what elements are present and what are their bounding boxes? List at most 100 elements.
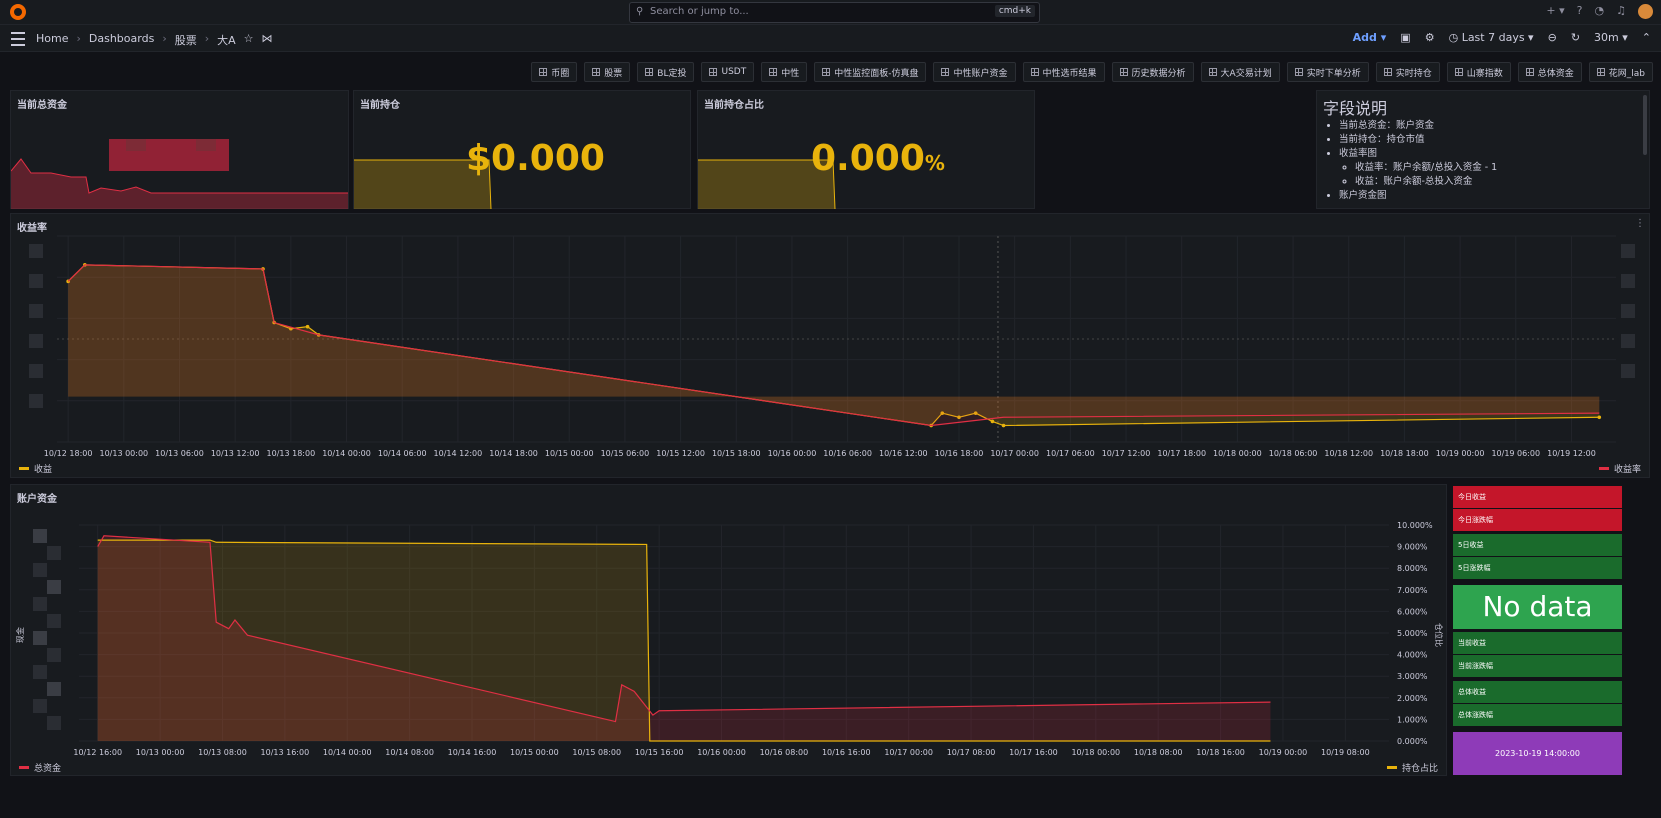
y-tick-label: 4.000% bbox=[1397, 651, 1428, 660]
x-tick-label: 10/13 00:00 bbox=[99, 449, 148, 458]
top-icons: + ▾ ? ◔ ♫ bbox=[1546, 4, 1653, 19]
data-point bbox=[1001, 423, 1006, 428]
x-tick-label: 10/13 12:00 bbox=[211, 449, 260, 458]
dashboard-link[interactable]: 中性 bbox=[761, 62, 808, 82]
dashboard-link[interactable]: 花网_lab bbox=[1588, 62, 1653, 82]
search-placeholder: Search or jump to... bbox=[650, 6, 749, 17]
scrollbar[interactable] bbox=[1643, 95, 1647, 155]
data-point bbox=[940, 411, 945, 415]
dashboard-grid-icon bbox=[645, 68, 654, 76]
plus-icon[interactable]: + ▾ bbox=[1546, 4, 1565, 17]
dashboard-link[interactable]: 大A交易计划 bbox=[1200, 62, 1280, 82]
sparkline-area bbox=[698, 160, 835, 209]
dashboard-nav: Home › Dashboards › 股票 › 大A ☆ ⋈ Add ▾ ▣ ⚙ ◷… bbox=[0, 25, 1661, 52]
help-icon[interactable]: ? bbox=[1576, 4, 1583, 17]
grafana-logo-icon[interactable] bbox=[10, 4, 26, 20]
menu-icon[interactable] bbox=[11, 32, 25, 46]
position-value: $0.000 bbox=[466, 138, 605, 179]
x-tick-label: 10/12 18:00 bbox=[44, 449, 93, 458]
dashboard-link[interactable]: BL定投 bbox=[637, 62, 695, 82]
description-title: 字段说明 bbox=[1323, 99, 1388, 118]
dashboard-link[interactable]: 币圈 bbox=[531, 62, 578, 82]
redacted-block bbox=[1621, 304, 1635, 318]
current-return-tile: 当前收益 bbox=[1453, 632, 1622, 654]
redacted-block bbox=[47, 614, 61, 628]
collapse-icon[interactable]: ⌃ bbox=[1641, 31, 1651, 44]
breadcrumb-folder[interactable]: 股票 bbox=[174, 34, 197, 47]
x-tick-label: 10/13 16:00 bbox=[261, 748, 310, 757]
zoom-out-icon[interactable]: ⊖ bbox=[1547, 31, 1557, 44]
dashboard-link[interactable]: 实时下单分析 bbox=[1286, 62, 1369, 82]
breadcrumb: Home › Dashboards › 股票 › 大A ☆ ⋈ bbox=[36, 32, 273, 47]
dashboard-grid-icon bbox=[941, 68, 950, 76]
dashboard-link[interactable]: 山寨指数 bbox=[1446, 62, 1511, 82]
dashboard-link[interactable]: 实时持仓 bbox=[1375, 62, 1440, 82]
dashboard-link[interactable]: 股票 bbox=[584, 62, 631, 82]
star-icon[interactable]: ☆ bbox=[243, 32, 254, 45]
redacted-block bbox=[47, 716, 61, 730]
x-tick-label: 10/16 06:00 bbox=[823, 449, 872, 458]
save-icon[interactable]: ▣ bbox=[1400, 31, 1411, 44]
dashboard-link-label: 历史数据分析 bbox=[1131, 68, 1186, 79]
search-input[interactable]: ⚲ Search or jump to... cmd+k bbox=[629, 2, 1040, 23]
x-tick-label: 10/14 16:00 bbox=[448, 748, 497, 757]
dashboard-links: 币圈 股票 BL定投 USDT 中性 中性监控面板-仿真盘 中性账户资金 中性选币结果 历史数据… bbox=[531, 62, 1653, 82]
five-day-return-tile: 5日收益 bbox=[1453, 534, 1622, 556]
dashboard-link[interactable]: USDT bbox=[701, 62, 755, 82]
legend-left[interactable]: 总资金 bbox=[19, 761, 61, 774]
redacted-block bbox=[47, 648, 61, 662]
dashboard-link-label: 实时持仓 bbox=[1395, 68, 1432, 79]
total-return-tile: 总体收益 bbox=[1453, 681, 1622, 703]
x-tick-label: 10/12 16:00 bbox=[73, 748, 122, 757]
legend-right[interactable]: 收益率 bbox=[1598, 462, 1641, 475]
breadcrumb-dashboards[interactable]: Dashboards bbox=[88, 32, 155, 45]
x-tick-label: 10/14 00:00 bbox=[322, 449, 371, 458]
redacted-block bbox=[33, 699, 47, 713]
bell-icon[interactable]: ♫ bbox=[1616, 4, 1626, 17]
account-chart: 0.000% 1.000% 2.000% 3.000% 4.000% 5.000% 6.00… bbox=[15, 521, 1444, 757]
x-tick-label: 10/16 00:00 bbox=[768, 449, 817, 458]
y-tick-label: 0.000% bbox=[1397, 737, 1428, 746]
dashboard-grid-icon bbox=[769, 68, 778, 76]
x-tick-label: 10/19 06:00 bbox=[1491, 449, 1540, 458]
account-panel: 账户资金 0.000% 1.000% 2.000% 3.000% 4.000% 5.000… bbox=[10, 484, 1447, 776]
dashboard-link-label: 中性账户资金 bbox=[953, 68, 1008, 79]
x-tick-label: 10/16 00:00 bbox=[697, 748, 746, 757]
legend-right[interactable]: 持仓占比 bbox=[1386, 761, 1438, 774]
x-tick-label: 10/17 00:00 bbox=[990, 449, 1039, 458]
settings-icon[interactable]: ⚙ bbox=[1424, 31, 1435, 44]
breadcrumb-home[interactable]: Home bbox=[36, 32, 69, 45]
y-tick-label: 3.000% bbox=[1397, 672, 1428, 681]
sparkline-area bbox=[354, 160, 491, 209]
x-tick-label: 10/15 08:00 bbox=[572, 748, 621, 757]
redacted-block bbox=[33, 529, 47, 543]
redacted-block bbox=[47, 546, 61, 560]
legend-left[interactable]: 收益 bbox=[19, 462, 52, 475]
x-tick-label: 10/15 00:00 bbox=[545, 449, 594, 458]
x-tick-label: 10/15 18:00 bbox=[712, 449, 761, 458]
rss-icon[interactable]: ◔ bbox=[1594, 4, 1605, 17]
dashboard-link[interactable]: 中性账户资金 bbox=[933, 62, 1016, 82]
dashboard-link[interactable]: 中性监控面板-仿真盘 bbox=[814, 62, 927, 82]
series-line bbox=[97, 539, 1271, 742]
avatar[interactable] bbox=[1638, 4, 1653, 19]
dashboard-link[interactable]: 中性选币结果 bbox=[1022, 62, 1105, 82]
series-line bbox=[67, 264, 1600, 427]
dashboard-link[interactable]: 历史数据分析 bbox=[1111, 62, 1194, 82]
dashboard-link[interactable]: 总体资金 bbox=[1517, 62, 1582, 82]
refresh-interval[interactable]: 30m ▾ bbox=[1594, 31, 1628, 44]
panel-title: 当前持仓占比 bbox=[704, 100, 764, 111]
share-icon[interactable]: ⋈ bbox=[261, 32, 273, 45]
time-picker[interactable]: ◷ Last 7 days ▾ bbox=[1448, 31, 1534, 44]
x-tick-label: 10/18 16:00 bbox=[1196, 748, 1245, 757]
redacted-block bbox=[29, 394, 43, 408]
last-update-date: 2023-10-19 14:00:00 bbox=[1453, 732, 1622, 775]
dashboard-grid-icon bbox=[539, 68, 548, 76]
x-tick-label: 10/14 08:00 bbox=[385, 748, 434, 757]
current-change-tile: 当前涨跌幅 bbox=[1453, 655, 1622, 677]
panel-menu-icon[interactable]: ⋮ bbox=[1635, 218, 1645, 229]
y-tick-label: 9.000% bbox=[1397, 543, 1428, 552]
refresh-icon[interactable]: ↻ bbox=[1570, 31, 1581, 44]
add-button[interactable]: Add ▾ bbox=[1352, 31, 1387, 44]
redacted-block bbox=[29, 274, 43, 288]
